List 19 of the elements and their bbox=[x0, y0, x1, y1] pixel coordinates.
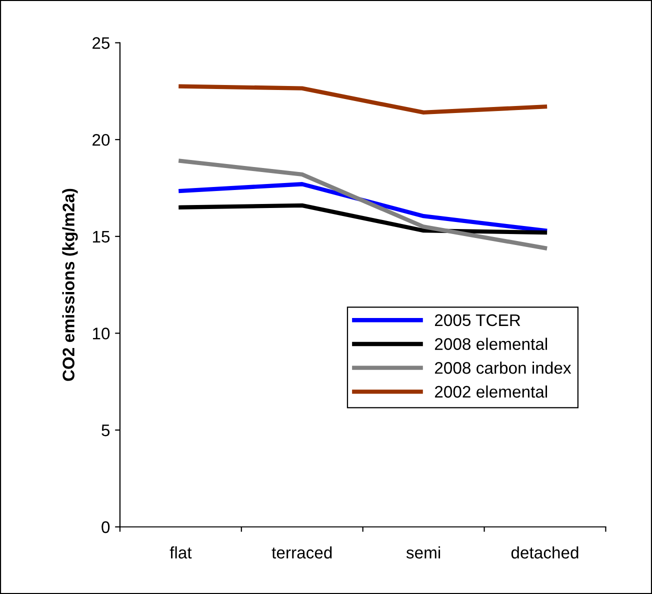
line-series bbox=[178, 84, 548, 115]
y-tick-label: 0 bbox=[102, 521, 110, 534]
x-tick-label: flat bbox=[170, 546, 192, 559]
y-tick-label: 15 bbox=[92, 230, 110, 243]
legend-label: 2008 elemental bbox=[434, 338, 548, 350]
legend-label: 2002 elemental bbox=[434, 385, 548, 398]
y-tick-label: 20 bbox=[92, 134, 110, 146]
x-tick-label: semi bbox=[406, 546, 440, 559]
x-tick-label: detached bbox=[511, 546, 578, 559]
y-axis-title: CO2 emissions (kg/m2a) bbox=[62, 188, 78, 381]
x-tick-label: terraced bbox=[272, 546, 332, 559]
y-tick-label: 10 bbox=[92, 328, 110, 340]
line-series bbox=[178, 203, 548, 235]
legend-label: 2005 TCER bbox=[434, 314, 520, 326]
y-tick-label: 25 bbox=[92, 37, 110, 49]
legend-label: 2008 carbon index bbox=[434, 362, 572, 374]
line-series bbox=[178, 158, 548, 250]
line-series bbox=[178, 182, 548, 233]
y-tick-label: 5 bbox=[102, 424, 110, 436]
